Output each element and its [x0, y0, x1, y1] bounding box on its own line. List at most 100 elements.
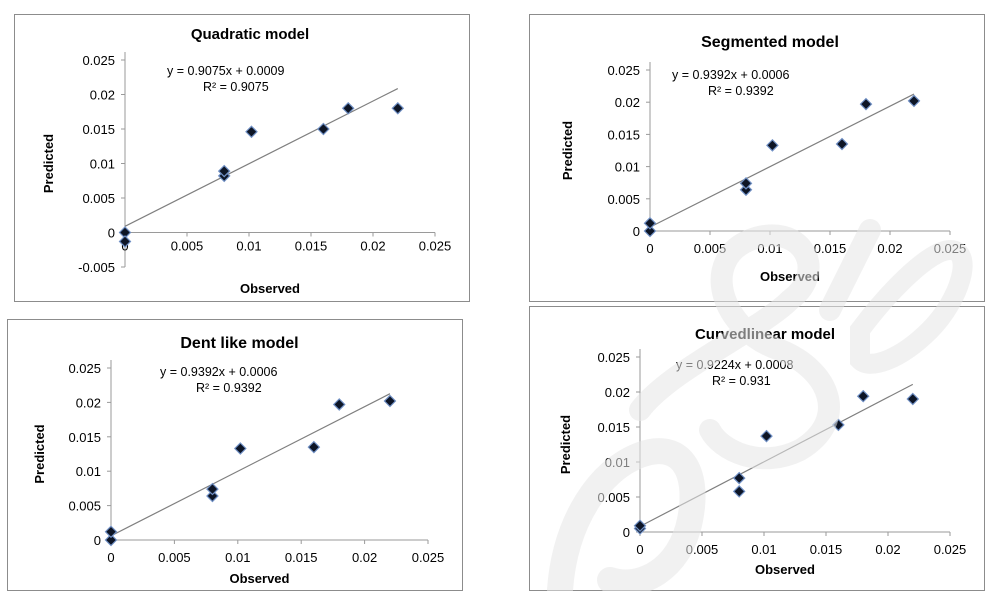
x-tick-label: 0.025	[934, 241, 967, 256]
data-point	[217, 164, 231, 178]
chart-panel-quadratic: Quadratic model -0.005 0 0.005 0.01 0.015 0.02…	[14, 14, 470, 302]
x-tick-label: 0.005	[686, 542, 719, 557]
x-tick-label: 0.025	[412, 550, 445, 565]
x-tick-label: 0.015	[285, 550, 318, 565]
y-tick-label: 0.02	[605, 385, 630, 400]
y-axis-label: Predicted	[41, 134, 56, 193]
data-point	[206, 489, 219, 503]
chart-title: Dent like model	[180, 335, 298, 352]
y-tick-label: 0.01	[90, 157, 115, 172]
r-squared-label: R² = 0.9075	[203, 80, 269, 94]
y-tick-label: 0	[633, 224, 640, 239]
trendline-equation: y = 0.9075x + 0.0009	[167, 64, 285, 78]
x-axis-label: Observed	[240, 281, 300, 296]
x-tick-label: 0	[107, 550, 114, 565]
y-tick-label: 0.015	[597, 420, 630, 435]
x-axis-label: Observed	[755, 562, 815, 577]
y-tick-label: 0.02	[615, 95, 640, 110]
chart-segmented: Segmented model 0 0.005 0.01 0.015 0.02 0.025 0…	[560, 34, 967, 284]
y-tick-label: 0.02	[90, 88, 115, 103]
y-tick-label: -0.005	[78, 260, 115, 275]
data-point	[332, 398, 346, 411]
y-tick-label: 0.005	[82, 191, 115, 206]
x-axis-label: Observed	[230, 571, 290, 586]
data-point	[859, 97, 873, 111]
r-squared-label: R² = 0.9392	[708, 84, 774, 98]
data-point	[206, 482, 219, 496]
x-tick-label: 0.01	[751, 542, 776, 557]
x-tick-label: 0.01	[236, 239, 261, 254]
data-point	[643, 216, 657, 230]
data-point	[383, 394, 397, 408]
x-tick-label: 0.015	[810, 542, 843, 557]
r-squared-label: R² = 0.931	[712, 374, 771, 388]
y-tick-label: 0.025	[82, 53, 115, 68]
trendline	[639, 383, 914, 527]
data-point	[317, 122, 330, 136]
chart-panel-segmented: Segmented model 0 0.005 0.01 0.015 0.02 0.025 0…	[529, 14, 985, 302]
data-point	[766, 138, 779, 152]
y-tick-label: 0.02	[76, 395, 101, 410]
x-tick-label: 0.02	[877, 241, 902, 256]
x-tick-label: 0.025	[934, 542, 967, 557]
x-tick-label: 0.02	[352, 550, 377, 565]
x-tick-label: 0.015	[814, 241, 847, 256]
data-point	[835, 137, 849, 151]
x-tick-label: 0	[636, 542, 643, 557]
data-point	[233, 442, 247, 455]
chart-quadratic: Quadratic model -0.005 0 0.005 0.01 0.015 0.02…	[41, 26, 452, 296]
trendline-equation: y = 0.9392x + 0.0006	[672, 68, 790, 82]
y-tick-label: 0	[108, 226, 115, 241]
x-tick-label: 0.015	[295, 239, 328, 254]
data-point	[391, 101, 405, 115]
trendline	[124, 87, 399, 227]
chart-title: Curvedlinear model	[695, 326, 835, 343]
y-tick-label: 0.025	[68, 361, 101, 376]
y-tick-label: 0.01	[605, 455, 630, 470]
x-tick-label: 0.025	[419, 239, 452, 254]
y-tick-label: 0.01	[76, 464, 101, 479]
y-axis-label: Predicted	[560, 121, 575, 180]
data-point	[732, 485, 746, 498]
data-point	[856, 389, 870, 403]
data-point	[906, 392, 920, 406]
x-tick-label: 0.005	[158, 550, 191, 565]
chart-panel-curvedlinear: Curvedlinear model 0 0.005 0.01 0.015 0.02 0.0…	[529, 306, 985, 591]
y-tick-label: 0.005	[68, 499, 101, 514]
chart-title: Segmented model	[701, 34, 839, 51]
y-tick-label: 0.005	[597, 490, 630, 505]
y-tick-label: 0.015	[82, 122, 115, 137]
y-tick-label: 0.025	[607, 63, 640, 78]
x-tick-label: 0.01	[225, 550, 250, 565]
y-axis-label: Predicted	[558, 415, 573, 474]
trendline	[649, 93, 915, 228]
x-tick-label: 0.01	[757, 241, 782, 256]
y-tick-label: 0.015	[68, 430, 101, 445]
y-tick-label: 0.01	[615, 160, 640, 175]
data-point	[118, 235, 132, 248]
trendline-equation: y = 0.9224x + 0.0008	[676, 358, 794, 372]
y-axis-label: Predicted	[32, 424, 47, 483]
y-tick-label: 0	[623, 525, 630, 540]
data-point	[760, 429, 773, 443]
y-tick-label: 0.005	[607, 192, 640, 207]
x-tick-label: 0.02	[360, 239, 385, 254]
chart-panel-dent-like: Dent like model 0 0.005 0.01 0.015 0.02 0.025 0…	[7, 319, 463, 591]
data-point	[104, 525, 118, 539]
chart-dent-like: Dent like model 0 0.005 0.01 0.015 0.02 0.025 0…	[32, 335, 445, 586]
data-point	[739, 176, 753, 190]
data-point	[907, 94, 921, 108]
chart-title: Quadratic model	[191, 26, 309, 43]
data-point	[732, 471, 746, 485]
data-point	[307, 440, 321, 454]
data-point	[739, 183, 753, 197]
data-point	[341, 101, 355, 115]
data-point	[245, 125, 258, 139]
x-tick-label: 0.005	[694, 241, 727, 256]
x-tick-label: 0	[646, 241, 653, 256]
x-axis-label: Observed	[760, 269, 820, 284]
data-point	[104, 533, 118, 547]
trendline	[110, 393, 391, 537]
y-tick-label: 0.025	[597, 350, 630, 365]
y-tick-label: 0	[94, 533, 101, 548]
